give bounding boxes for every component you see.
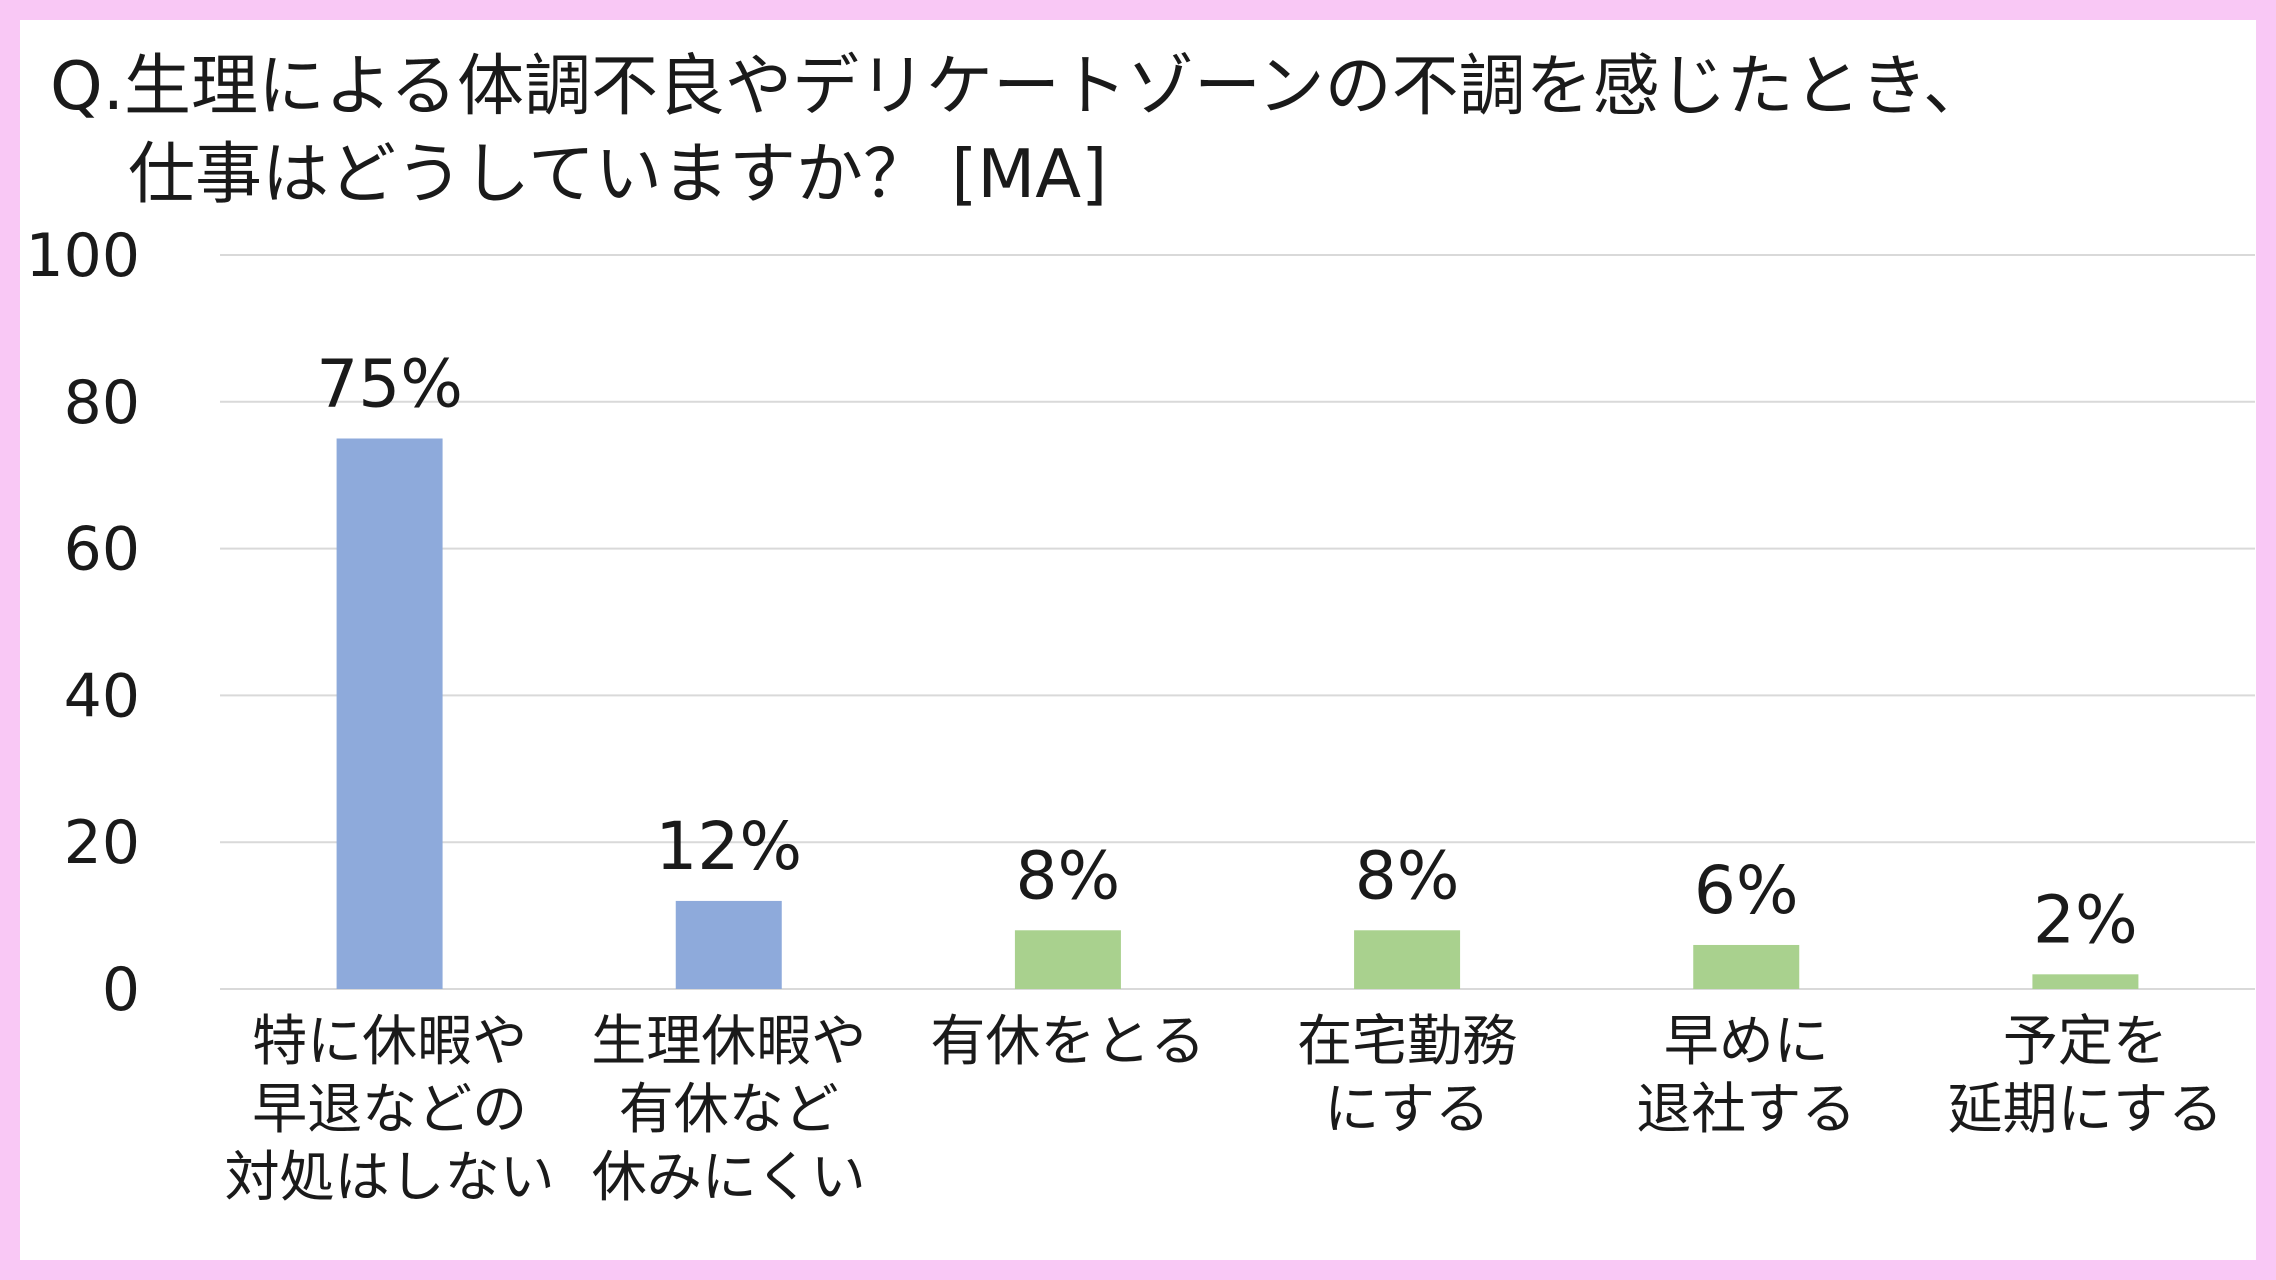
y-tick-label-20: 20: [64, 808, 140, 878]
y-tick-label-60: 60: [64, 515, 140, 585]
chart-title-line-2: 仕事はどうしていますか？ [MA]: [128, 135, 1108, 213]
x-tick-label-line: 休みにくい: [592, 1145, 866, 1209]
x-tick-label-line: 対処はしない: [225, 1145, 555, 1209]
gridlines: [220, 254, 2255, 990]
data-label-3: 8%: [1016, 837, 1121, 914]
chart-title-line-1: Q.生理による体調不良やデリケートゾーンの不調を感じたとき、: [50, 47, 1990, 125]
x-tick-label-line: 予定を: [2003, 1009, 2168, 1073]
x-tick-label-line: 早めに: [1664, 1009, 1829, 1073]
x-tick-label-line: 有休をとる: [930, 1009, 1205, 1073]
x-tick-label-line: 生理休暇や: [591, 1009, 866, 1073]
x-tick-label-4: 在宅勤務にする: [1297, 1009, 1517, 1141]
chart-title: Q.生理による体調不良やデリケートゾーンの不調を感じたとき、 仕事はどうしていま…: [50, 42, 2250, 218]
x-tick-label-line: 有休など: [619, 1077, 839, 1141]
bar-5: [1693, 944, 1800, 989]
bars: [336, 438, 2139, 989]
labels: 0 20 40 60 80 100 75% 特に休暇や早退などの対処はしない 12% 生理休暇や有…: [25, 221, 2223, 1209]
x-tick-label-line: 退社する: [1636, 1077, 1856, 1141]
bar-2: [675, 900, 782, 989]
x-tick-label-line: 在宅勤務: [1297, 1009, 1517, 1073]
bar-3: [1014, 930, 1121, 989]
data-label-5: 6%: [1694, 852, 1799, 929]
data-label-2: 12%: [655, 808, 802, 885]
x-tick-label-1: 特に休暇や早退などの対処はしない: [225, 1009, 555, 1209]
bar-4: [1354, 930, 1461, 989]
x-tick-label-2: 生理休暇や有休など休みにくい: [591, 1009, 866, 1209]
bar-6: [2032, 974, 2139, 989]
y-tick-label-80: 80: [64, 368, 140, 438]
bar-1: [336, 438, 443, 989]
x-tick-label-line: 早退などの: [252, 1077, 527, 1141]
y-tick-label-0: 0: [102, 955, 140, 1025]
data-label-6: 2%: [2033, 881, 2138, 958]
x-tick-label-line: にする: [1324, 1077, 1490, 1141]
x-tick-label-6: 予定を延期にする: [1948, 1009, 2224, 1141]
x-tick-label-line: 延期にする: [1948, 1077, 2224, 1141]
data-label-4: 8%: [1355, 837, 1460, 914]
x-tick-label-line: 特に休暇や: [252, 1009, 527, 1073]
data-label-1: 75%: [316, 346, 463, 423]
x-tick-label-5: 早めに退社する: [1636, 1009, 1856, 1141]
x-tick-label-3: 有休をとる: [930, 1009, 1205, 1073]
y-tick-label-100: 100: [25, 221, 140, 291]
y-tick-label-40: 40: [64, 661, 140, 731]
